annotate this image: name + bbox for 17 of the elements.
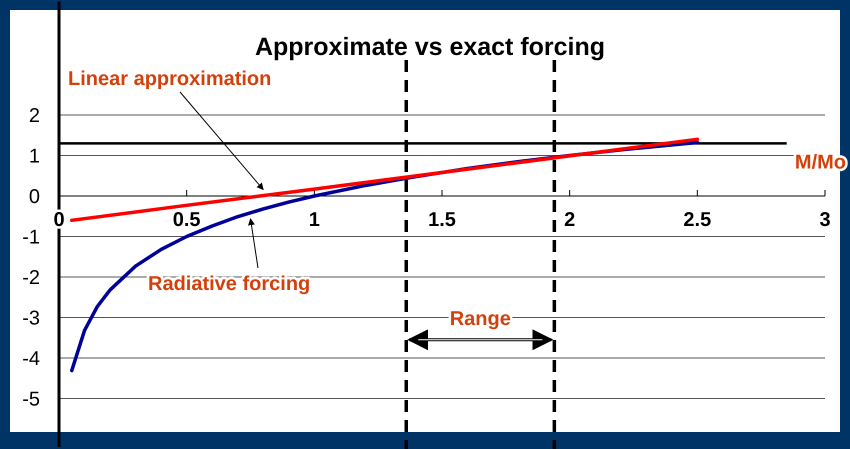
x-tick-label: 0.5 — [172, 209, 201, 231]
x-tick-label: 2.5 — [683, 209, 712, 231]
y-tick-label: -1 — [22, 226, 40, 248]
x-tick-label: 1.5 — [428, 209, 456, 231]
y-tick-label: -5 — [22, 388, 40, 410]
x-tick-label: 3 — [819, 209, 831, 231]
y-tick-label: -3 — [22, 308, 40, 330]
text: Linear approximation — [68, 68, 272, 90]
x-tick-label: 2 — [564, 209, 576, 231]
y-tick-label: 1 — [28, 146, 40, 168]
y-tick-label: -2 — [22, 267, 40, 289]
y-tick-label: 2 — [28, 105, 40, 127]
text: Approximate vs exact forcing — [254, 33, 606, 61]
series-label: Radiative forcing — [148, 273, 310, 295]
y-tick-label: -4 — [22, 348, 40, 370]
y-tick-label: 0 — [28, 186, 40, 208]
x-tick-label: 1 — [308, 209, 320, 231]
